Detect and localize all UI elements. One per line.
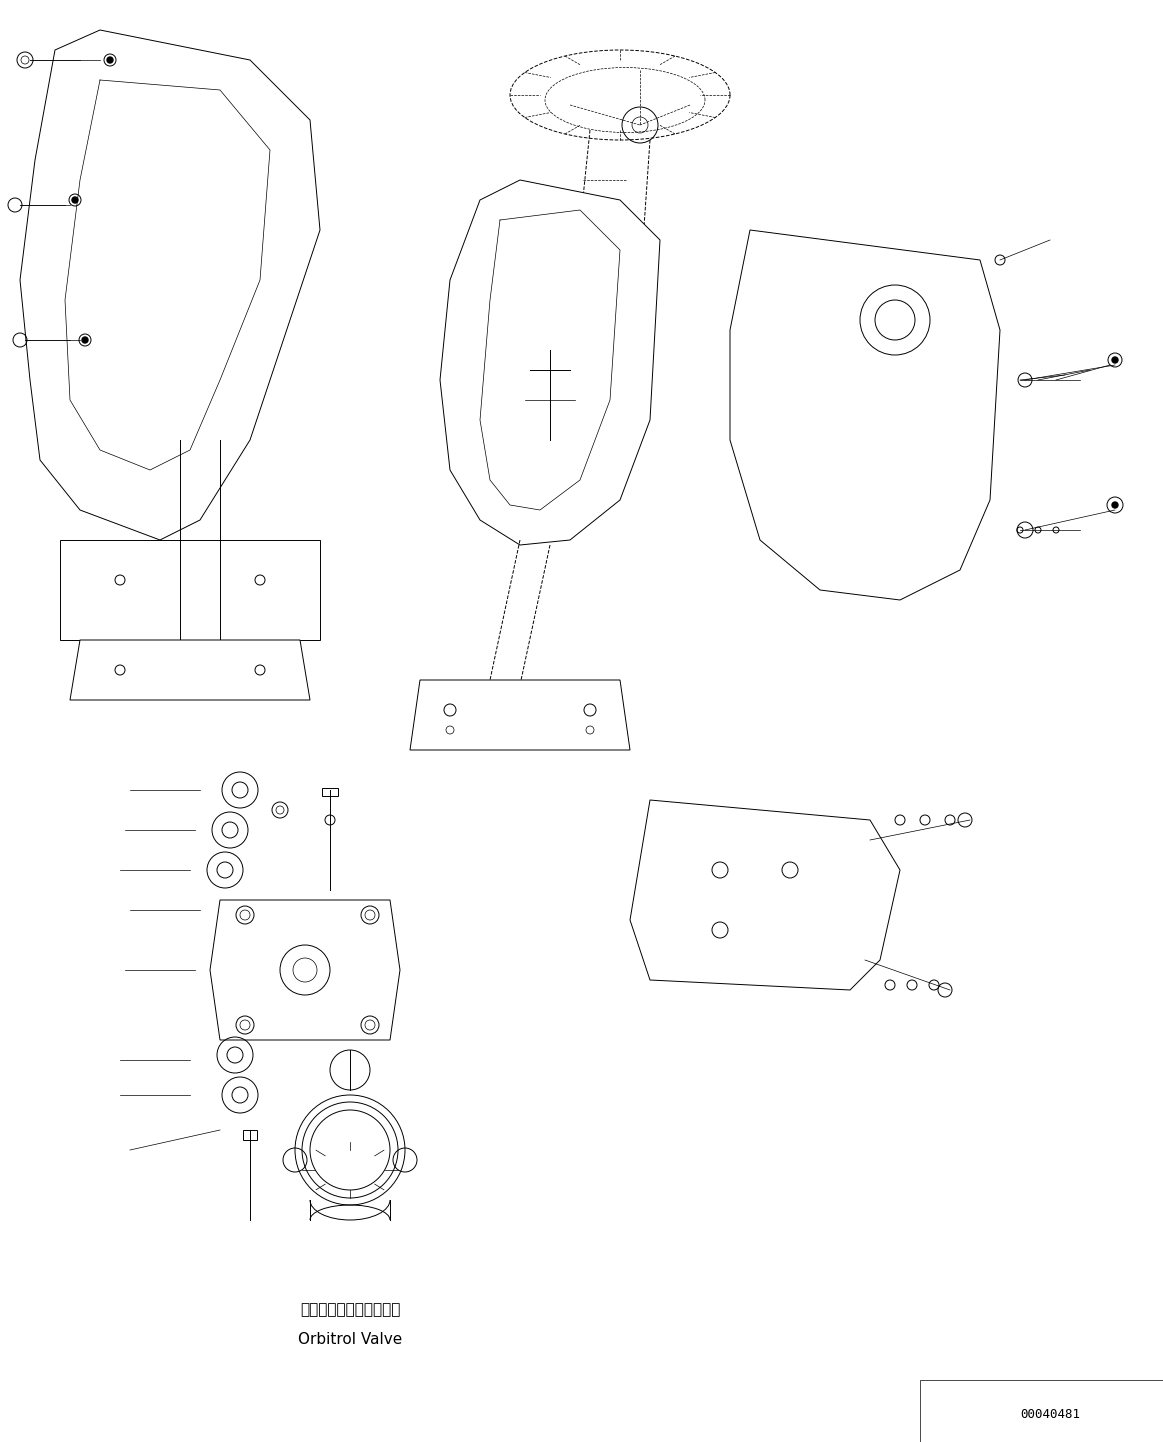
Bar [920, 1380, 1163, 1442]
Polygon shape [211, 900, 400, 1040]
Circle shape [1112, 502, 1118, 508]
Polygon shape [440, 180, 659, 545]
Polygon shape [70, 640, 311, 699]
Circle shape [83, 337, 88, 343]
Circle shape [107, 58, 113, 63]
Circle shape [272, 802, 288, 818]
Circle shape [72, 198, 78, 203]
Circle shape [1112, 358, 1118, 363]
Polygon shape [730, 231, 1000, 600]
Polygon shape [60, 539, 320, 640]
Polygon shape [20, 30, 320, 539]
Text: Orbitrol Valve: Orbitrol Valve [298, 1332, 402, 1347]
Bar [322, 787, 338, 796]
Polygon shape [411, 681, 630, 750]
Bar [243, 1131, 257, 1141]
Text: 00040481: 00040481 [1020, 1409, 1080, 1422]
Polygon shape [630, 800, 900, 991]
Text: オービットロールバルブ: オービットロールバルブ [300, 1302, 400, 1318]
